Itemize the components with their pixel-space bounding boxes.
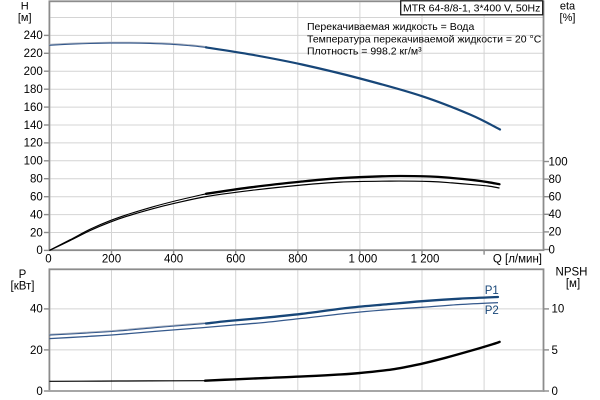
svg-text:P2: P2: [485, 305, 499, 317]
svg-text:80: 80: [30, 174, 43, 186]
svg-text:H: H: [21, 0, 29, 12]
svg-text:40: 40: [549, 209, 562, 221]
svg-text:NPSH: NPSH: [556, 266, 588, 278]
svg-text:20: 20: [549, 227, 562, 239]
svg-text:[%]: [%]: [560, 12, 576, 24]
svg-text:100: 100: [549, 156, 568, 168]
svg-text:120: 120: [24, 138, 43, 150]
svg-text:220: 220: [24, 48, 43, 60]
svg-text:P1: P1: [485, 285, 499, 297]
svg-text:[м]: [м]: [18, 12, 32, 24]
svg-text:200: 200: [102, 254, 121, 266]
svg-text:Плотность = 998.2 кг/м³: Плотность = 998.2 кг/м³: [307, 46, 422, 58]
svg-text:1 200: 1 200: [411, 254, 440, 266]
svg-text:100: 100: [24, 156, 43, 168]
svg-text:200: 200: [24, 66, 43, 78]
svg-text:Q [л/мин]: Q [л/мин]: [493, 254, 542, 266]
svg-text:240: 240: [24, 30, 43, 42]
svg-text:5: 5: [552, 345, 558, 357]
svg-text:P: P: [19, 269, 27, 281]
svg-text:0: 0: [549, 244, 555, 256]
svg-text:0: 0: [36, 245, 42, 257]
svg-text:80: 80: [549, 174, 562, 186]
svg-text:0: 0: [552, 386, 558, 398]
svg-text:20: 20: [30, 227, 43, 239]
svg-text:140: 140: [24, 120, 43, 132]
svg-text:600: 600: [226, 254, 245, 266]
svg-text:Перекачиваемая жидкость = Вода: Перекачиваемая жидкость = Вода: [307, 21, 474, 33]
svg-text:160: 160: [24, 102, 43, 114]
svg-text:MTR 64-8/8-1, 3*400 V, 50Hz: MTR 64-8/8-1, 3*400 V, 50Hz: [403, 3, 540, 15]
svg-text:0: 0: [36, 386, 42, 398]
svg-text:10: 10: [552, 304, 565, 316]
svg-text:Температура перекачиваемой жид: Температура перекачиваемой жидкости = 20…: [307, 33, 542, 45]
svg-text:800: 800: [288, 254, 307, 266]
svg-text:[кВт]: [кВт]: [11, 281, 35, 293]
svg-text:20: 20: [30, 345, 43, 357]
svg-text:0: 0: [45, 254, 51, 266]
svg-text:eta: eta: [560, 0, 576, 12]
svg-text:40: 40: [30, 209, 43, 221]
svg-text:60: 60: [549, 192, 562, 204]
svg-text:[м]: [м]: [566, 278, 580, 290]
svg-text:40: 40: [30, 304, 43, 316]
svg-text:1 000: 1 000: [349, 254, 378, 266]
svg-text:400: 400: [164, 254, 183, 266]
svg-text:180: 180: [24, 84, 43, 96]
svg-text:60: 60: [30, 192, 43, 204]
